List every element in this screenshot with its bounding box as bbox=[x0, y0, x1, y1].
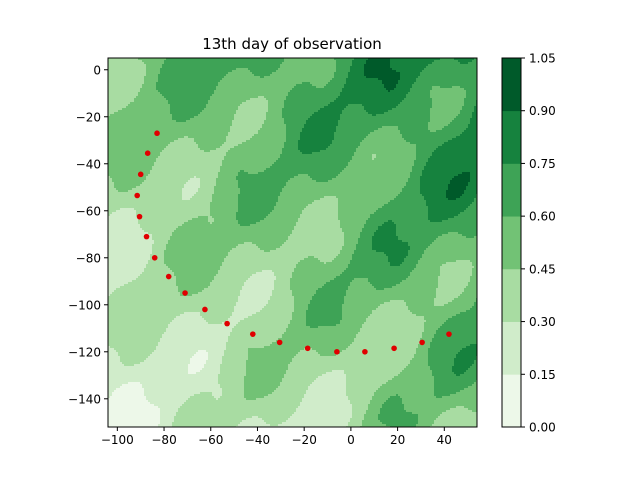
chart-title: 13th day of observation bbox=[202, 35, 382, 53]
contour-bands bbox=[108, 58, 479, 429]
plot-area bbox=[108, 58, 479, 429]
